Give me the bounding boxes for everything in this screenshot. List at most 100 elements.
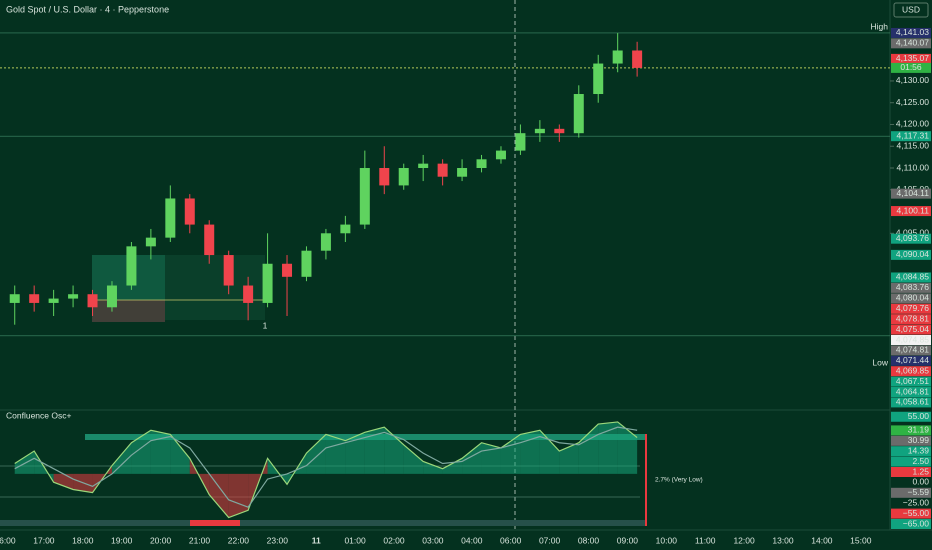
countdown: 01:56 xyxy=(900,62,922,72)
x-tick-label: 11:00 xyxy=(695,535,716,545)
candle-body xyxy=(320,233,331,251)
price-badge xyxy=(891,314,931,325)
candle-body xyxy=(223,255,234,286)
candle-body xyxy=(534,128,545,134)
candle-body xyxy=(282,263,293,277)
price-badge-label: 0.00 xyxy=(912,477,929,487)
x-tick-label: 10:00 xyxy=(656,535,678,545)
y-tick-label: 4,130.00 xyxy=(896,75,929,85)
candle-body xyxy=(262,263,273,303)
zone-box xyxy=(92,300,165,322)
candle-body xyxy=(632,50,643,68)
candle-body xyxy=(437,163,448,177)
price-badge xyxy=(891,467,931,477)
candle-body xyxy=(9,294,20,303)
price-badge-label: 4,093.76 xyxy=(896,233,929,243)
price-badge-label: 4,140.07 xyxy=(896,38,929,48)
price-badge-label: 55.00 xyxy=(908,411,930,421)
osc-area xyxy=(306,434,326,474)
candle-body xyxy=(379,168,390,186)
y-tick-label: 4,115.00 xyxy=(897,140,930,150)
x-tick-label: 08:00 xyxy=(578,535,600,545)
candle-body xyxy=(593,63,604,95)
price-badge-label: 4,135.07 xyxy=(896,53,929,63)
price-badge xyxy=(891,282,931,293)
osc-area xyxy=(53,473,74,490)
candle-body xyxy=(106,285,117,308)
x-tick-label: 04:00 xyxy=(461,535,483,545)
price-badge-label: 4,100.11 xyxy=(897,205,930,215)
price-badge-label: 4,064.81 xyxy=(896,386,929,396)
x-tick-label: 19:00 xyxy=(111,535,133,545)
price-badge-label: 4,117.31 xyxy=(897,130,930,140)
candle-body xyxy=(68,294,79,299)
price-badge-label: 4,079.76 xyxy=(896,303,929,313)
price-badge-label: 4,069.85 xyxy=(896,365,929,375)
candle-body xyxy=(243,285,254,303)
price-badge-label: 30.99 xyxy=(908,435,930,445)
price-badge-label: 4,141.03 xyxy=(896,27,929,37)
osc-line xyxy=(14,426,638,508)
price-badge xyxy=(891,131,931,142)
price-badge-label: 14.39 xyxy=(908,445,930,455)
osc-area xyxy=(364,427,385,474)
x-tick-label: 16:00 xyxy=(0,535,16,545)
price-badge-label: 4,075.04 xyxy=(896,324,929,334)
y-tick-label: 4,125.00 xyxy=(896,97,929,107)
osc-area xyxy=(423,461,443,474)
candle-body xyxy=(554,128,565,134)
price-badge xyxy=(891,376,931,387)
y-tick-label: 4,120.00 xyxy=(896,119,929,129)
candle-body xyxy=(301,250,312,277)
price-badge xyxy=(891,498,931,509)
osc-area xyxy=(131,430,151,474)
price-badge-label: 4,078.81 xyxy=(896,313,929,323)
price-badge xyxy=(891,293,931,304)
candle-body xyxy=(359,168,370,225)
price-badge xyxy=(891,425,931,436)
candle-body xyxy=(495,150,506,160)
price-badge-label: −55.00 xyxy=(903,508,930,518)
x-tick-label: 15:00 xyxy=(850,535,872,545)
x-tick-label: 23:00 xyxy=(267,535,289,545)
x-tick-label: 06:00 xyxy=(500,535,522,545)
price-badge xyxy=(891,508,931,519)
price-badge-label: 4,074.85 xyxy=(896,334,929,344)
candle-body xyxy=(573,94,584,134)
candle-body xyxy=(29,294,40,303)
price-badge xyxy=(891,233,931,244)
osc-area xyxy=(598,421,618,474)
candle-body xyxy=(612,50,623,64)
price-badge-label: 4,058.61 xyxy=(896,397,929,407)
price-badge xyxy=(891,355,931,366)
price-badge-label: 4,084.85 xyxy=(896,272,929,282)
heat-bar xyxy=(0,520,645,526)
x-tick-label: 18:00 xyxy=(72,535,94,545)
price-badge xyxy=(891,206,931,217)
price-badge-label: 31.19 xyxy=(908,425,930,435)
candle-body xyxy=(457,168,468,177)
x-tick-label: 11 xyxy=(312,535,321,545)
x-tick-label: 09:00 xyxy=(617,535,639,545)
price-badge-label: 4,071.44 xyxy=(896,355,929,365)
price-badge-label: 4,067.51 xyxy=(896,376,929,386)
price-badge-label: 1.25 xyxy=(912,466,929,476)
x-tick-label: 22:00 xyxy=(228,535,250,545)
candle-body xyxy=(418,163,429,169)
osc-area xyxy=(170,434,190,474)
price-badge xyxy=(891,53,931,64)
osc-title: Confluence Osc+ xyxy=(6,410,71,420)
candle-body xyxy=(398,168,409,186)
candle-body xyxy=(165,198,176,238)
candle-body xyxy=(515,133,526,151)
x-tick-label: 17:00 xyxy=(33,535,55,545)
price-badge-label: 4,083.76 xyxy=(896,282,929,292)
price-badge xyxy=(891,477,931,488)
price-badge xyxy=(891,249,931,260)
annotation: 1 xyxy=(263,320,268,330)
price-badge xyxy=(891,487,931,498)
price-badge-label: 2.50 xyxy=(912,456,929,466)
osc-area xyxy=(559,442,579,474)
osc-area xyxy=(345,432,365,474)
